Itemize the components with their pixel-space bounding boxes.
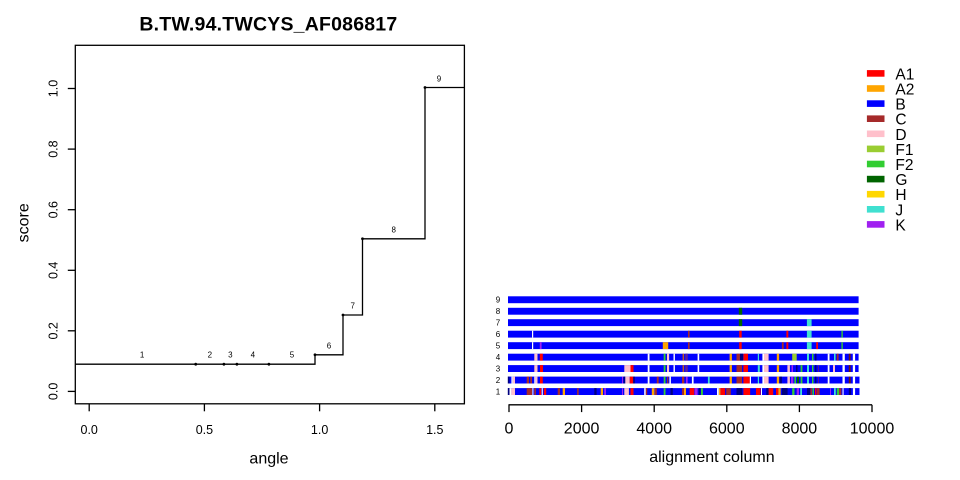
svg-text:F2: F2 [895,157,913,174]
svg-text:H: H [895,187,906,204]
svg-text:0.5: 0.5 [196,423,213,437]
svg-text:K: K [895,217,906,234]
svg-text:C: C [895,112,906,129]
svg-text:10000: 10000 [850,420,895,437]
svg-text:0.0: 0.0 [47,383,61,400]
svg-text:8000: 8000 [782,420,818,437]
svg-text:0.8: 0.8 [47,140,61,157]
svg-text:7: 7 [496,319,501,328]
svg-text:A2: A2 [895,82,914,99]
svg-text:6000: 6000 [709,420,745,437]
svg-text:9: 9 [496,296,501,305]
svg-text:3: 3 [228,351,233,360]
svg-text:6: 6 [496,330,501,339]
svg-text:3: 3 [496,364,501,373]
svg-text:2: 2 [496,376,501,385]
svg-text:1.0: 1.0 [47,80,61,97]
svg-text:B: B [895,97,905,114]
svg-text:8: 8 [391,226,396,235]
svg-text:7: 7 [350,301,355,310]
svg-text:5: 5 [496,341,501,350]
svg-text:J: J [895,202,903,219]
svg-text:6: 6 [327,341,332,350]
svg-text:4: 4 [496,353,501,362]
svg-text:score: score [16,203,33,242]
svg-text:8: 8 [496,307,501,316]
svg-text:G: G [895,172,907,189]
svg-text:0.0: 0.0 [81,423,98,437]
svg-text:angle: angle [249,450,288,467]
svg-text:4: 4 [251,351,256,360]
svg-text:1.0: 1.0 [311,423,328,437]
svg-text:2000: 2000 [564,420,600,437]
svg-text:2: 2 [208,351,213,360]
svg-text:0: 0 [505,420,514,437]
svg-text:0.4: 0.4 [47,262,61,279]
svg-text:1.5: 1.5 [426,423,443,437]
svg-text:0.6: 0.6 [47,201,61,218]
svg-text:D: D [895,127,906,144]
svg-text:alignment column: alignment column [649,449,774,466]
svg-text:4000: 4000 [636,420,672,437]
svg-text:F1: F1 [895,142,913,159]
svg-text:1: 1 [140,351,145,360]
svg-text:1: 1 [496,387,501,396]
svg-text:A1: A1 [895,66,914,83]
svg-text:0.2: 0.2 [47,322,61,339]
svg-text:9: 9 [437,75,442,84]
svg-text:B.TW.94.TWCYS_AF086817: B.TW.94.TWCYS_AF086817 [139,13,397,35]
svg-text:5: 5 [290,351,295,360]
